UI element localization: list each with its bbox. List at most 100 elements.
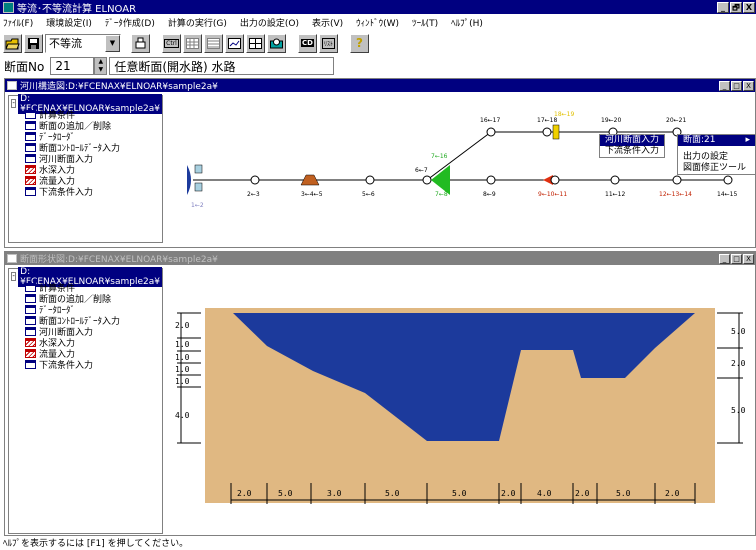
- tree-item-downstream[interactable]: 下流条件入力: [25, 359, 162, 371]
- node[interactable]: [610, 175, 620, 185]
- submenu-drawing-tool[interactable]: 図面修正ツール: [683, 163, 747, 173]
- label-5-6: 5←6: [362, 191, 375, 198]
- tree-item-data-loader[interactable]: ﾃﾞｰﾀﾛｰﾀﾞ: [25, 304, 162, 316]
- menu-window[interactable]: ｳｨﾝﾄﾞｳ(W): [356, 18, 400, 29]
- cross-section-diagram[interactable]: 2.0 1.0 1.0 1.0 1.0 4.0 5.0 2.0 5.0 2.0 …: [165, 268, 753, 534]
- node[interactable]: [672, 175, 682, 185]
- node[interactable]: [486, 175, 496, 185]
- bottom-dim-2: 3.0: [327, 489, 342, 498]
- node[interactable]: [486, 127, 496, 137]
- tree-expander-icon[interactable]: -: [11, 99, 17, 108]
- tree-item-flow-rate[interactable]: 流量入力: [25, 348, 162, 360]
- menu-file[interactable]: ﾌｧｲﾙ(F): [3, 18, 34, 29]
- minimize-button[interactable]: _: [717, 1, 729, 13]
- help-button[interactable]: ?: [350, 33, 369, 53]
- tree-expander-icon[interactable]: -: [11, 272, 17, 281]
- tree-item-label: 計算条件: [39, 284, 76, 294]
- tree-item-calc-conditions[interactable]: 計算条件: [25, 282, 162, 294]
- river-structure-title-bar[interactable]: 河川構造図:D:¥FCENAX¥ELNOAR¥sample2a¥ _ □ X: [5, 79, 755, 92]
- section-number-spinner[interactable]: ▲ ▼: [94, 57, 108, 75]
- tree-item-flow-rate[interactable]: 流量入力: [25, 175, 162, 187]
- node[interactable]: [250, 175, 260, 185]
- ctrl-button[interactable]: Ctrl: [162, 33, 181, 53]
- section-name-value: 任意断面(開水路) 水路: [114, 59, 236, 74]
- grid-button[interactable]: [204, 33, 223, 53]
- doc-icon: [25, 132, 36, 141]
- upper-minimize-button[interactable]: _: [719, 80, 730, 91]
- tree-root[interactable]: - D:¥FCENAX¥ELNOAR¥sample2a¥: [11, 266, 162, 287]
- tree-item-add-delete[interactable]: 断面の追加／削除: [25, 120, 162, 132]
- menu-data[interactable]: ﾃﾞｰﾀ作成(D): [104, 18, 155, 29]
- doc-icon: [25, 121, 36, 130]
- gate-yellow[interactable]: [552, 124, 560, 140]
- tree-item-river-section[interactable]: 河川断面入力: [25, 326, 162, 338]
- menu-help[interactable]: ﾍﾙﾌﾟ(H): [451, 18, 483, 29]
- run-button[interactable]: [267, 33, 286, 53]
- ctx-downstream-input[interactable]: 下流条件入力: [605, 146, 660, 156]
- restore-button[interactable]: 🗗: [730, 1, 742, 13]
- chart-button[interactable]: [225, 33, 244, 53]
- ctx-river-section-input[interactable]: 河川断面入力: [600, 135, 664, 146]
- tree-item-section-control[interactable]: 断面ｺﾝﾄﾛｰﾙﾃﾞｰﾀ入力: [25, 142, 162, 154]
- cd-label: CD: [301, 39, 314, 47]
- list-button[interactable]: ﾘｽﾄ: [319, 33, 338, 53]
- flow-mode-select[interactable]: 不等流 ▼: [45, 33, 121, 53]
- node[interactable]: [365, 175, 375, 185]
- menu-run[interactable]: 計算の実行(G): [167, 18, 227, 29]
- bottom-dim-3: 5.0: [385, 489, 400, 498]
- bottom-dim-1: 5.0: [278, 489, 293, 498]
- section-number-field[interactable]: 21: [50, 57, 95, 75]
- tree-item-downstream[interactable]: 下流条件入力: [25, 186, 162, 198]
- open-folder-button[interactable]: [3, 33, 22, 53]
- upper-maximize-button[interactable]: □: [731, 80, 742, 91]
- cd-button[interactable]: CD: [298, 33, 317, 53]
- print-button[interactable]: [131, 33, 150, 53]
- print-icon: [135, 37, 146, 48]
- node[interactable]: [542, 127, 552, 137]
- tree-item-section-control[interactable]: 断面ｺﾝﾄﾛｰﾙﾃﾞｰﾀ入力: [25, 315, 162, 327]
- section-name-field[interactable]: 任意断面(開水路) 水路: [109, 57, 335, 75]
- table-button[interactable]: [183, 33, 202, 53]
- drop-triangle: [543, 175, 553, 185]
- menu-tools[interactable]: ﾂｰﾙ(T): [412, 18, 439, 29]
- red-doc-icon: [25, 165, 36, 174]
- menu-environment[interactable]: 環境設定(I): [46, 18, 92, 29]
- tree-root[interactable]: - D:¥FCENAX¥ELNOAR¥sample2a¥: [11, 93, 162, 114]
- cross-section-title: 断面形状図:D:¥FCENAX¥ELNOAR¥sample2a¥: [20, 255, 218, 265]
- menu-output[interactable]: 出力の設定(O): [239, 18, 299, 29]
- tree-item-water-depth[interactable]: 水深入力: [25, 337, 162, 349]
- tree-item-add-delete[interactable]: 断面の追加／削除: [25, 293, 162, 305]
- submenu-title-text: 断面:21: [683, 135, 716, 145]
- node[interactable]: [422, 175, 432, 185]
- label-7-8: 7←8: [435, 191, 448, 198]
- node[interactable]: [550, 175, 560, 185]
- river-structure-title: 河川構造図:D:¥FCENAX¥ELNOAR¥sample2a¥: [20, 82, 218, 92]
- tree-item-water-depth[interactable]: 水深入力: [25, 164, 162, 176]
- tree-item-calc-conditions[interactable]: 計算条件: [25, 109, 162, 121]
- doc-icon: [25, 327, 36, 336]
- menu-view[interactable]: 表示(V): [311, 18, 344, 29]
- submenu-section-title[interactable]: 断面:21 ▸: [678, 135, 755, 146]
- close-button[interactable]: X: [743, 1, 755, 13]
- layout-button[interactable]: [246, 33, 265, 53]
- weir-shape[interactable]: [300, 174, 320, 186]
- lower-close-button[interactable]: X: [743, 253, 754, 264]
- chevron-down-icon[interactable]: ▼: [105, 34, 120, 52]
- cross-section-title-bar[interactable]: 断面形状図:D:¥FCENAX¥ELNOAR¥sample2a¥ _ □ X: [5, 252, 755, 265]
- section-bar: 断面No 21 ▲ ▼ 任意断面(開水路) 水路: [0, 56, 756, 76]
- river-diagram[interactable]: 1←2 2←3 3←4←5 5←6 7←8 8←9 9←10←11 11←12 …: [165, 95, 753, 245]
- node[interactable]: [723, 175, 733, 185]
- submenu-output-settings[interactable]: 出力の設定: [683, 152, 729, 162]
- label-17-18: 17←18: [537, 117, 557, 124]
- left-dim-2: 1.0: [175, 353, 190, 362]
- tree-item-data-loader[interactable]: ﾃﾞｰﾀﾛｰﾀﾞ: [25, 131, 162, 143]
- save-button[interactable]: [24, 33, 43, 53]
- tree-item-label: 断面ｺﾝﾄﾛｰﾙﾃﾞｰﾀ入力: [39, 144, 121, 154]
- tree-item-label: 流量入力: [39, 177, 76, 187]
- lower-minimize-button[interactable]: _: [719, 253, 730, 264]
- layout-icon: [249, 37, 262, 49]
- tree-item-river-section[interactable]: 河川断面入力: [25, 153, 162, 165]
- upper-close-button[interactable]: X: [743, 80, 754, 91]
- doc-icon: [25, 305, 36, 314]
- lower-maximize-button[interactable]: □: [731, 253, 742, 264]
